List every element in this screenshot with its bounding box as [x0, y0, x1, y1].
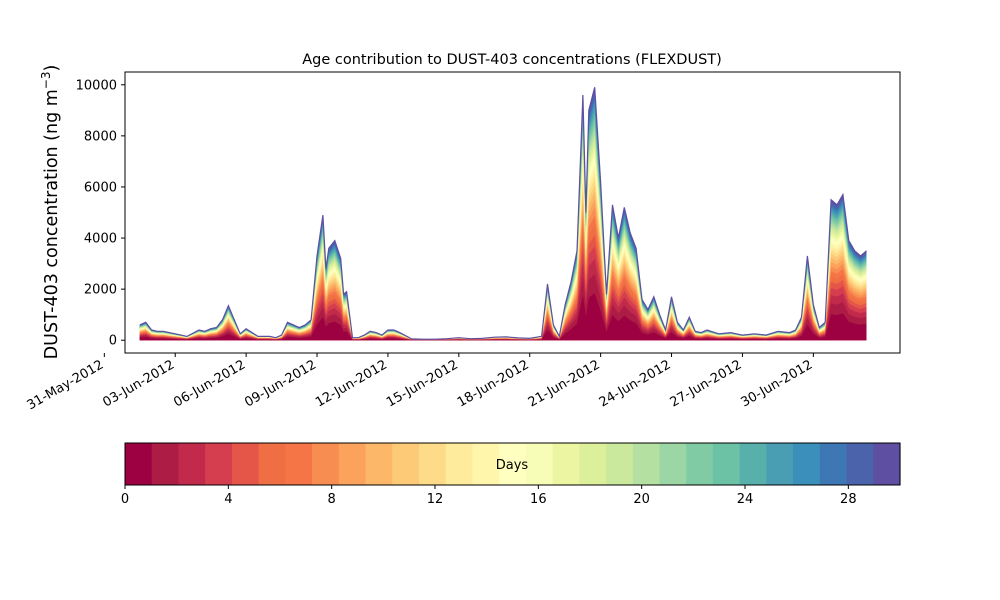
y-axis-label-suffix: ) [42, 65, 62, 72]
colorbar-segment [312, 443, 340, 485]
age-layer-27 [139, 91, 867, 341]
colorbar-label: Days [496, 458, 529, 473]
y-tick-label: 8000 [84, 129, 117, 144]
age-layer-26 [139, 96, 867, 341]
age-layer-19 [139, 130, 867, 341]
age-layer-17 [139, 141, 867, 341]
age-layer-23 [139, 110, 867, 341]
age-layer-16 [139, 146, 867, 341]
age-layer-15 [139, 152, 867, 341]
colorbar-segment [151, 443, 180, 485]
colorbar-segment [579, 443, 607, 485]
y-tick-label: 6000 [84, 180, 117, 195]
age-layer-24 [139, 105, 867, 341]
age-layer-11 [139, 177, 867, 341]
colorbar-tick-label: 20 [633, 492, 650, 507]
colorbar-segment [231, 443, 260, 485]
colorbar-segment [178, 443, 206, 485]
y-tick-label: 2000 [84, 283, 117, 298]
chart-title: Age contribution to DUST-403 concentrati… [302, 52, 722, 68]
y-tick-label: 10000 [76, 78, 117, 93]
age-layer-22 [139, 115, 867, 341]
x-tick-label: 21-Jun-2012 [526, 357, 603, 410]
colorbar-segment [739, 443, 767, 485]
age-layer-20 [139, 125, 867, 341]
colorbar-frame [124, 442, 901, 486]
colorbar-segment [552, 443, 580, 485]
x-tick-label: 27-Jun-2012 [668, 357, 745, 410]
stacked-age-areas [139, 87, 867, 341]
age-layer-9 [139, 191, 867, 341]
age-layer-28 [139, 87, 867, 341]
y-tick-label: 4000 [84, 232, 117, 247]
age-layer-3 [139, 246, 867, 341]
colorbar-tick-label: 12 [427, 492, 444, 507]
age-layer-0 [139, 293, 867, 341]
colorbar-segment [712, 443, 741, 485]
age-layer-2 [139, 258, 867, 341]
colorbar-segment [525, 443, 554, 485]
colorbar-segment [793, 443, 821, 485]
colorbar-segment [365, 443, 393, 485]
x-tick-label: 18-Jun-2012 [455, 357, 532, 410]
y-axis: 0 2000 4000 6000 8000 10000 [76, 78, 125, 349]
colorbar-tick-label: 16 [530, 492, 547, 507]
x-tick-label: 12-Jun-2012 [313, 357, 390, 410]
y-axis-label-superscript: −3 [39, 71, 53, 89]
x-tick-label: 31-May-2012 [25, 357, 107, 413]
x-tick-label: 06-Jun-2012 [171, 357, 248, 410]
x-axis: 31-May-201203-Jun-201206-Jun-201209-Jun-… [25, 353, 816, 413]
y-axis-label-main: DUST-403 concentration (ng m [42, 89, 62, 359]
y-tick-label: 0 [109, 334, 117, 349]
colorbar-segment [686, 443, 714, 485]
colorbar-segment [819, 443, 848, 485]
age-layer-21 [139, 120, 867, 341]
x-tick-label: 24-Jun-2012 [597, 357, 674, 410]
colorbar-segment [632, 443, 661, 485]
age-layer-12 [139, 170, 867, 341]
colorbar-segment [766, 443, 794, 485]
age-layer-13 [139, 164, 867, 341]
age-layer-5 [139, 225, 867, 341]
colorbar-segment [258, 443, 286, 485]
age-layer-10 [139, 184, 867, 341]
colorbar-segment [418, 443, 447, 485]
colorbar-segment [445, 443, 474, 485]
colorbar-segment [125, 443, 153, 485]
colorbar-segment [472, 443, 500, 485]
x-tick-label: 30-Jun-2012 [739, 357, 816, 410]
colorbar-segment [285, 443, 313, 485]
colorbar-tick-label: 28 [840, 492, 857, 507]
colorbar-segment [846, 443, 874, 485]
colorbar-segment [659, 443, 687, 485]
x-tick-label: 03-Jun-2012 [100, 357, 177, 410]
y-axis-label: DUST-403 concentration (ng m−3) [39, 65, 62, 360]
colorbar-segment [205, 443, 233, 485]
colorbar-segment [392, 443, 420, 485]
colorbar-tick-label: 24 [737, 492, 754, 507]
colorbar-segment [606, 443, 634, 485]
colorbar: 0 4 8 12 16 20 24 28 [121, 442, 901, 507]
age-layer-4 [139, 235, 867, 341]
age-layer-6 [139, 216, 867, 341]
x-tick-label: 15-Jun-2012 [384, 357, 461, 410]
plot-area-frame [124, 71, 901, 354]
colorbar-tick-label: 0 [121, 492, 129, 507]
total-concentration-line [139, 87, 867, 340]
x-tick-label: 09-Jun-2012 [242, 357, 319, 410]
age-layer-18 [139, 135, 867, 341]
age-layer-7 [139, 207, 867, 341]
colorbar-segment [338, 443, 367, 485]
colorbar-tick-label: 4 [224, 492, 232, 507]
colorbar-tick-label: 8 [328, 492, 336, 507]
colorbar-segment [499, 443, 527, 485]
age-layer-8 [139, 199, 867, 341]
age-layer-14 [139, 158, 867, 341]
colorbar-segment [873, 443, 901, 485]
age-layer-25 [139, 100, 867, 341]
